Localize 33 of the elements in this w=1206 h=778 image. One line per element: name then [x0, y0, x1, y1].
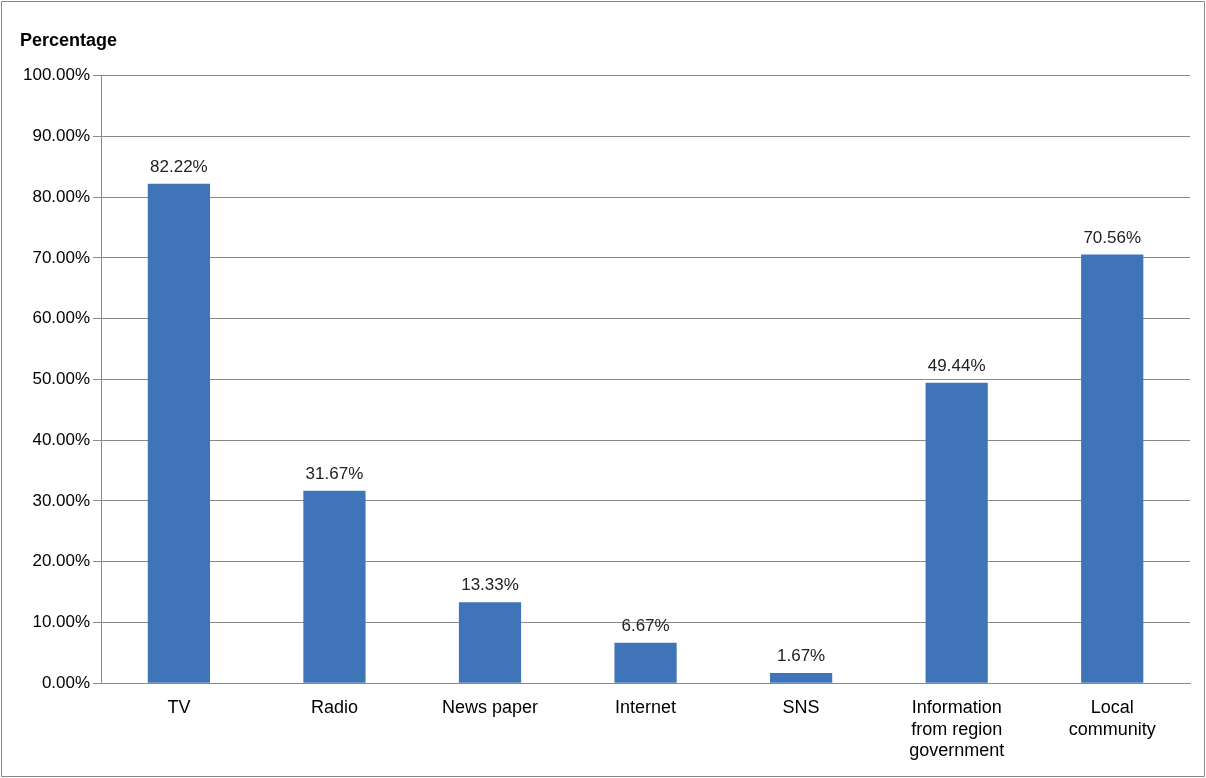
x-tick-label: SNS: [782, 696, 820, 717]
x-tick-label: Information from region government: [909, 696, 1005, 761]
bar: [458, 602, 522, 683]
data-label: 13.33%: [461, 575, 519, 595]
bar: [770, 673, 833, 683]
data-label: 31.67%: [305, 463, 364, 483]
x-tick-label: Internet: [615, 696, 677, 717]
x-tick-label: News paper: [441, 696, 539, 717]
chart-title: Percentage: [20, 29, 118, 50]
bar: [147, 183, 210, 683]
bar: [1081, 254, 1144, 683]
data-label: 82.22%: [150, 156, 208, 176]
y-tick-label: 0.00%: [41, 672, 91, 692]
y-tick-label: 60.00%: [32, 308, 91, 328]
y-tick-label: 80.00%: [32, 186, 91, 206]
y-tick-label: 20.00%: [32, 551, 91, 571]
x-tick-label: Local community: [1068, 696, 1156, 739]
y-tick-label: 90.00%: [32, 126, 91, 146]
data-label: 49.44%: [927, 355, 986, 375]
data-label: 6.67%: [621, 615, 670, 635]
y-tick-label: 70.00%: [32, 247, 91, 267]
bar: [614, 642, 677, 683]
x-tick-label: TV: [167, 696, 191, 717]
data-label: 70.56%: [1083, 227, 1142, 247]
y-tick-label: 10.00%: [32, 612, 91, 632]
y-tick-label: 50.00%: [32, 369, 91, 389]
y-tick-label: 40.00%: [32, 429, 91, 449]
y-tick-label: 100.00%: [22, 65, 91, 85]
y-tick-label: 30.00%: [32, 490, 91, 510]
x-tick-label: Radio: [310, 696, 358, 717]
data-label: 1.67%: [777, 646, 826, 666]
bar: [303, 490, 366, 683]
bar: [925, 382, 988, 683]
